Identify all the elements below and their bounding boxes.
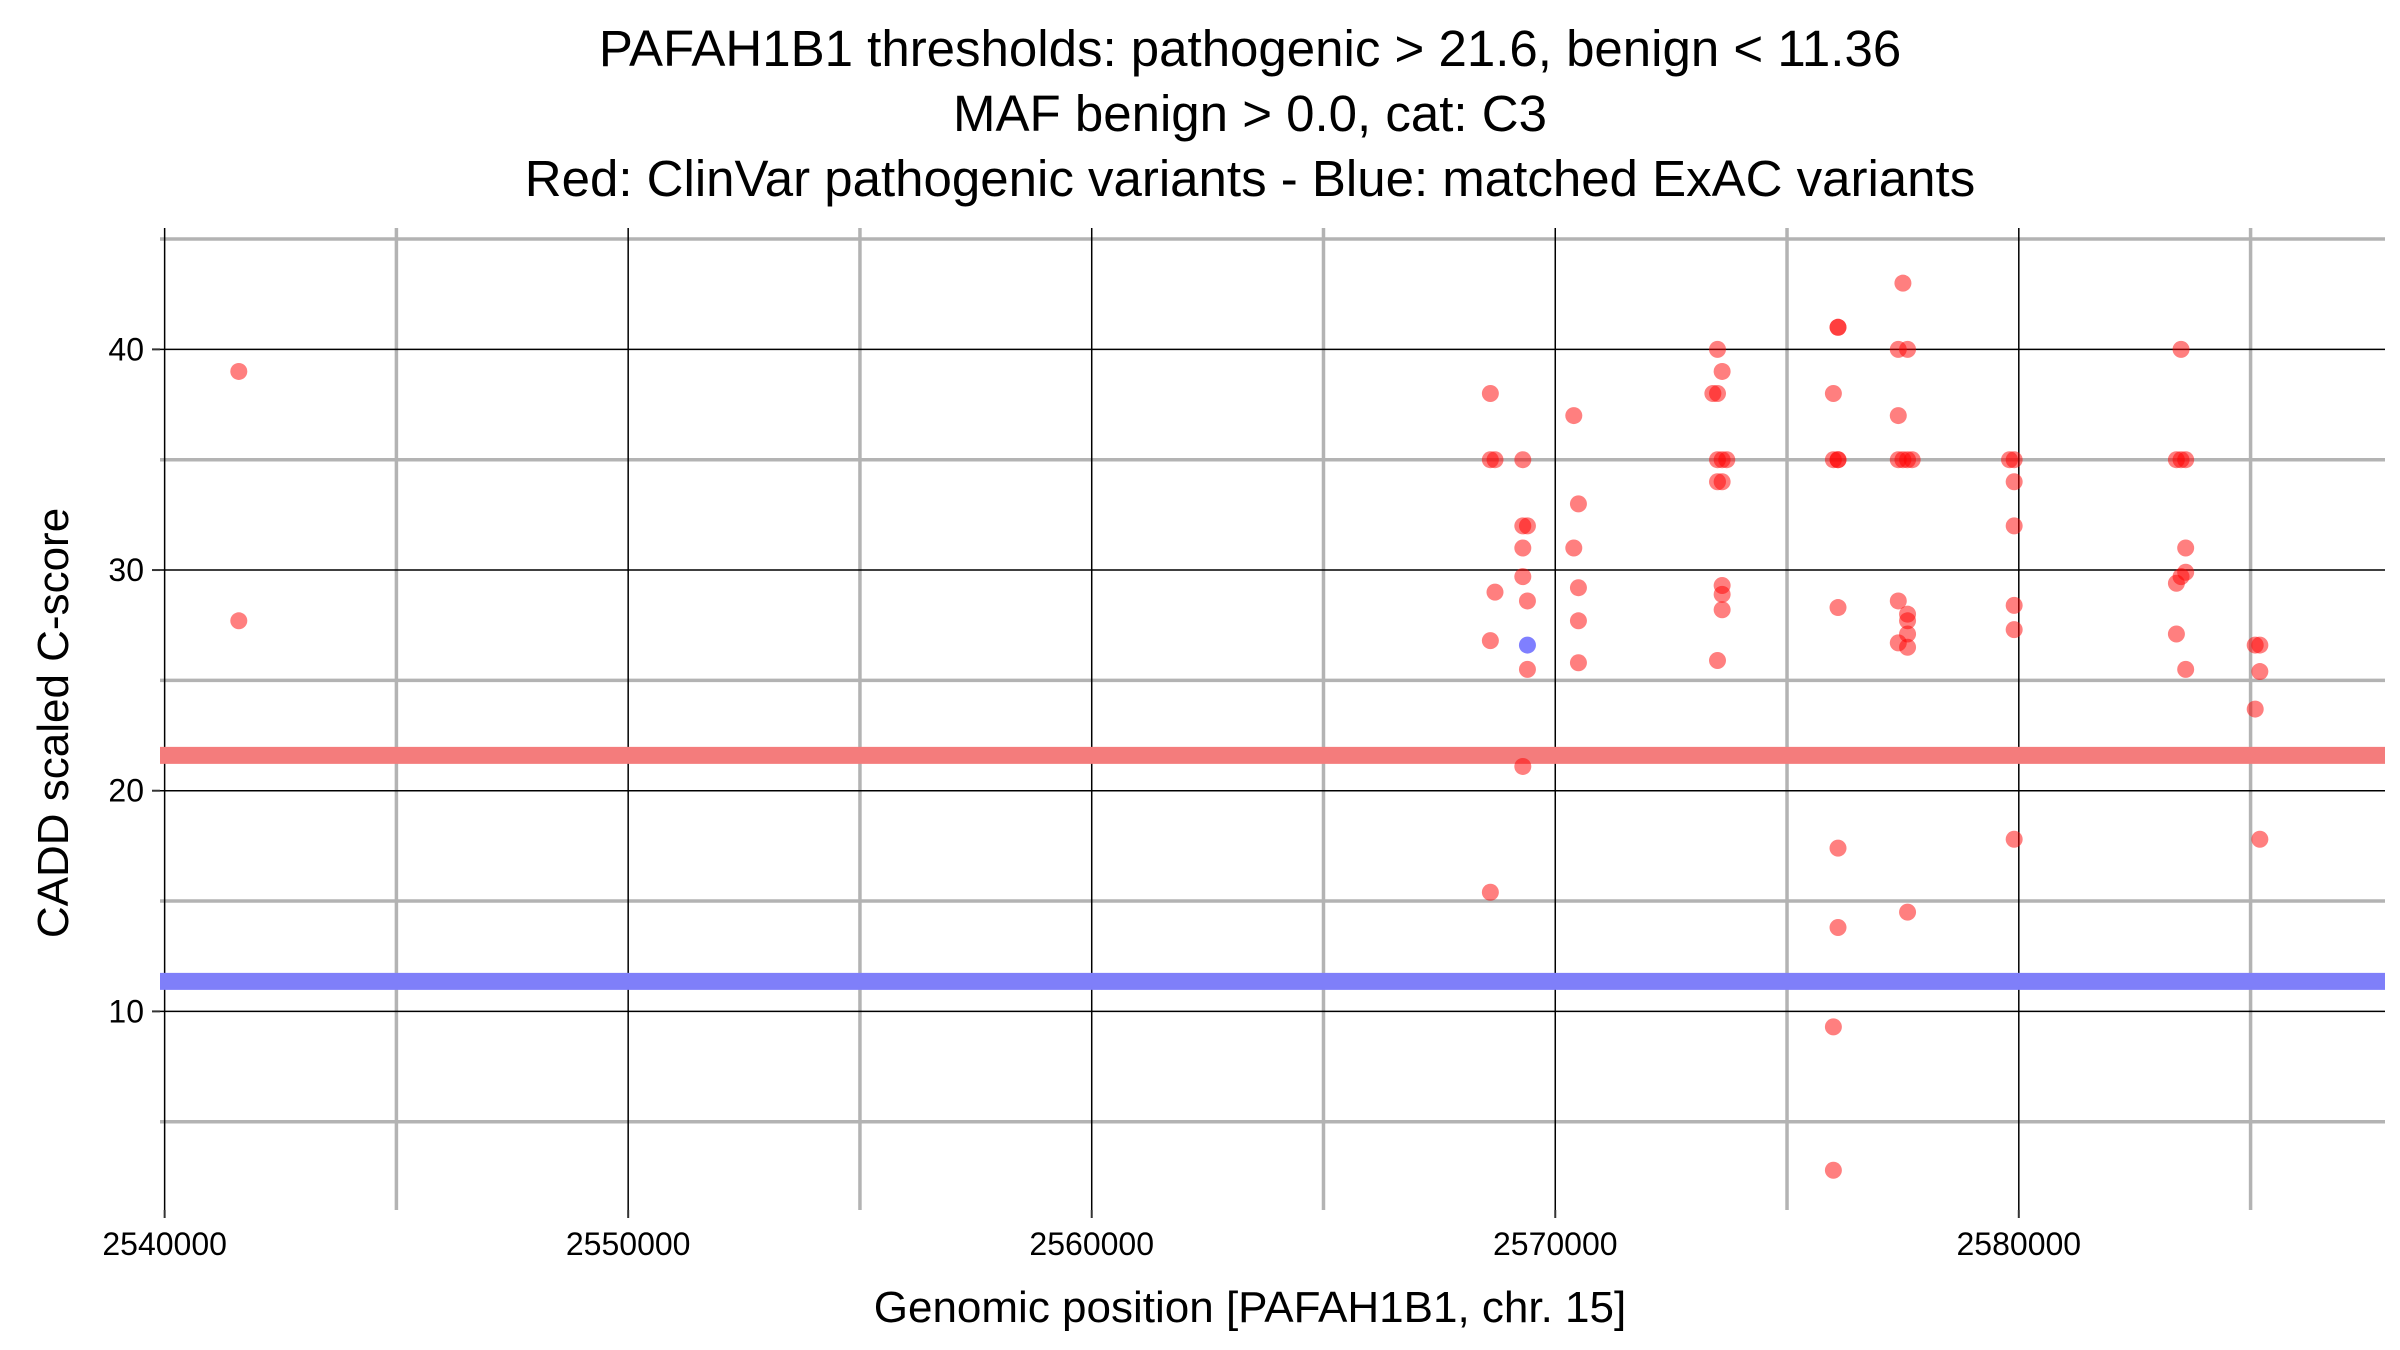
pathogenic-point (1704, 385, 1722, 403)
pathogenic-point (1713, 601, 1731, 619)
pathogenic-point (1889, 592, 1907, 610)
pathogenic-point (1824, 1018, 1842, 1036)
pathogenic-point (2251, 636, 2269, 654)
pathogenic-point (2167, 625, 2185, 643)
pathogenic-point (1709, 340, 1726, 358)
pathogenic-point (2005, 473, 2023, 491)
pathogenic-point (2172, 340, 2190, 358)
pathogenic-point (1713, 585, 1731, 603)
pathogenic-point (2251, 830, 2269, 848)
y-tick-label: 20 (108, 773, 144, 809)
pathogenic-point (1514, 451, 1532, 469)
pathogenic-point (1514, 539, 1532, 557)
major-grid (160, 228, 2385, 1210)
minor-grid (160, 228, 2385, 1210)
x-tick-label: 2560000 (1029, 1226, 1154, 1262)
pathogenic-point (2177, 539, 2195, 557)
y-axis-title: CADD scaled C-score (29, 508, 78, 938)
pathogenic-point (1829, 919, 1847, 937)
pathogenic-point (1709, 652, 1726, 670)
pathogenic-point (1569, 495, 1587, 513)
x-axis-ticks: 2540000 2550000 2560000 2570000 2580000 (102, 1210, 2081, 1262)
pathogenic-point (1569, 654, 1587, 672)
pathogenic-point (1565, 539, 1583, 557)
pathogenic-point (2005, 451, 2023, 469)
pathogenic-point (1486, 583, 1504, 601)
pathogenic-point (1514, 517, 1532, 535)
y-tick-label: 30 (108, 552, 144, 588)
data-points (230, 274, 2269, 1179)
pathogenic-point (1518, 592, 1536, 610)
pathogenic-point (2251, 663, 2269, 681)
pathogenic-point (2005, 830, 2023, 848)
pathogenic-point (1889, 407, 1907, 425)
pathogenic-point (2177, 660, 2195, 678)
pathogenic-point (1481, 385, 1499, 403)
pathogenic-point (1824, 385, 1842, 403)
title-line-3: Red: ClinVar pathogenic variants - Blue:… (525, 150, 1975, 207)
pathogenic-point (1514, 757, 1532, 775)
pathogenic-point (1829, 839, 1847, 857)
pathogenic-point (2005, 517, 2023, 535)
pathogenic-point (1903, 451, 1921, 469)
pathogenic-point (1899, 340, 1917, 358)
pathogenic-point (1481, 883, 1499, 901)
pathogenic-point (1569, 612, 1587, 630)
pathogenic-point (2005, 596, 2023, 614)
pathogenic-point (1569, 579, 1587, 597)
pathogenic-point (1518, 660, 1536, 678)
pathogenic-point (230, 612, 248, 630)
title-line-2: MAF benign > 0.0, cat: C3 (953, 85, 1547, 142)
threshold-lines (160, 746, 2385, 990)
pathogenic-point (1899, 638, 1917, 656)
x-axis-title: Genomic position [PAFAH1B1, chr. 15] (874, 1283, 1626, 1332)
pathogenic-point (2246, 700, 2264, 718)
pathogenic-point (1829, 451, 1847, 469)
pathogenic-point (1829, 599, 1847, 617)
pathogenic-point (1713, 473, 1731, 491)
pathogenic-point (1514, 568, 1532, 586)
pathogenic-point (1486, 451, 1504, 469)
pathogenic-point (1894, 274, 1912, 292)
pathogenic-point (1899, 903, 1917, 921)
pathogenic-point (1899, 612, 1917, 630)
pathogenic-point (1713, 362, 1731, 380)
chart-title: PAFAH1B1 thresholds: pathogenic > 21.6, … (525, 20, 1975, 207)
pathogenic-point (2167, 574, 2185, 592)
pathogenic-point (2177, 451, 2195, 469)
benign-point (1518, 636, 1536, 654)
title-line-1: PAFAH1B1 thresholds: pathogenic > 21.6, … (599, 20, 1901, 77)
x-tick-label: 2540000 (102, 1226, 227, 1262)
pathogenic-point (1481, 632, 1499, 650)
y-axis-ticks: 10 20 30 40 (108, 331, 160, 1029)
pathogenic-point (1829, 318, 1847, 336)
y-tick-label: 40 (108, 331, 144, 367)
x-tick-label: 2580000 (1957, 1226, 2082, 1262)
pathogenic-point (1824, 1161, 1842, 1179)
x-tick-label: 2570000 (1493, 1226, 1618, 1262)
pathogenic-point (1565, 407, 1583, 425)
pathogenic-point (230, 362, 248, 380)
y-tick-label: 10 (108, 993, 144, 1029)
pathogenic-point (2005, 621, 2023, 639)
pathogenic-point (1718, 451, 1736, 469)
x-tick-label: 2550000 (566, 1226, 691, 1262)
